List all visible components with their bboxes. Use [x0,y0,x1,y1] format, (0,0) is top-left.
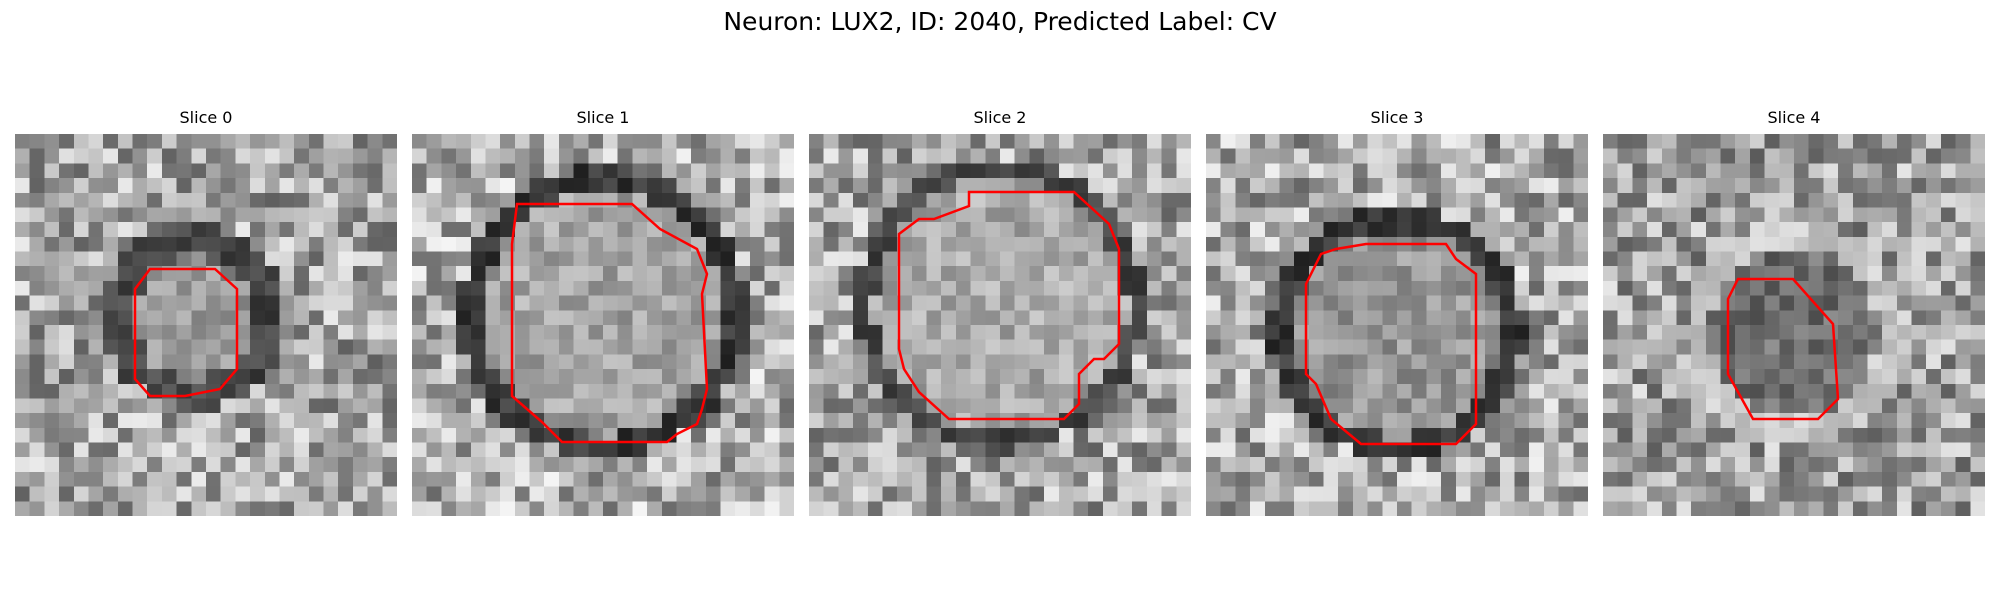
segmentation-contour [510,202,709,444]
panel-slice-4: Slice 4 [1603,108,1985,516]
panel-title: Slice 1 [576,108,630,127]
panel-slice-3: Slice 3 [1206,108,1588,516]
panel-title: Slice 2 [973,108,1027,127]
slice-image [1603,134,1985,516]
segmentation-contour [897,190,1121,421]
slice-image [1206,134,1588,516]
slice-image [15,134,397,516]
panel-slice-1: Slice 1 [412,108,794,516]
segmentation-contour [1726,277,1840,421]
panel-title: Slice 3 [1370,108,1424,127]
panel-title: Slice 0 [179,108,233,127]
panel-slice-2: Slice 2 [809,108,1191,516]
panel-slice-0: Slice 0 [15,108,397,516]
segmentation-contour [1304,242,1478,446]
panel-title: Slice 4 [1767,108,1821,127]
segmentation-contour [133,267,239,398]
slice-image [412,134,794,516]
figure-title: Neuron: LUX2, ID: 2040, Predicted Label:… [723,7,1277,36]
slice-image [809,134,1191,516]
